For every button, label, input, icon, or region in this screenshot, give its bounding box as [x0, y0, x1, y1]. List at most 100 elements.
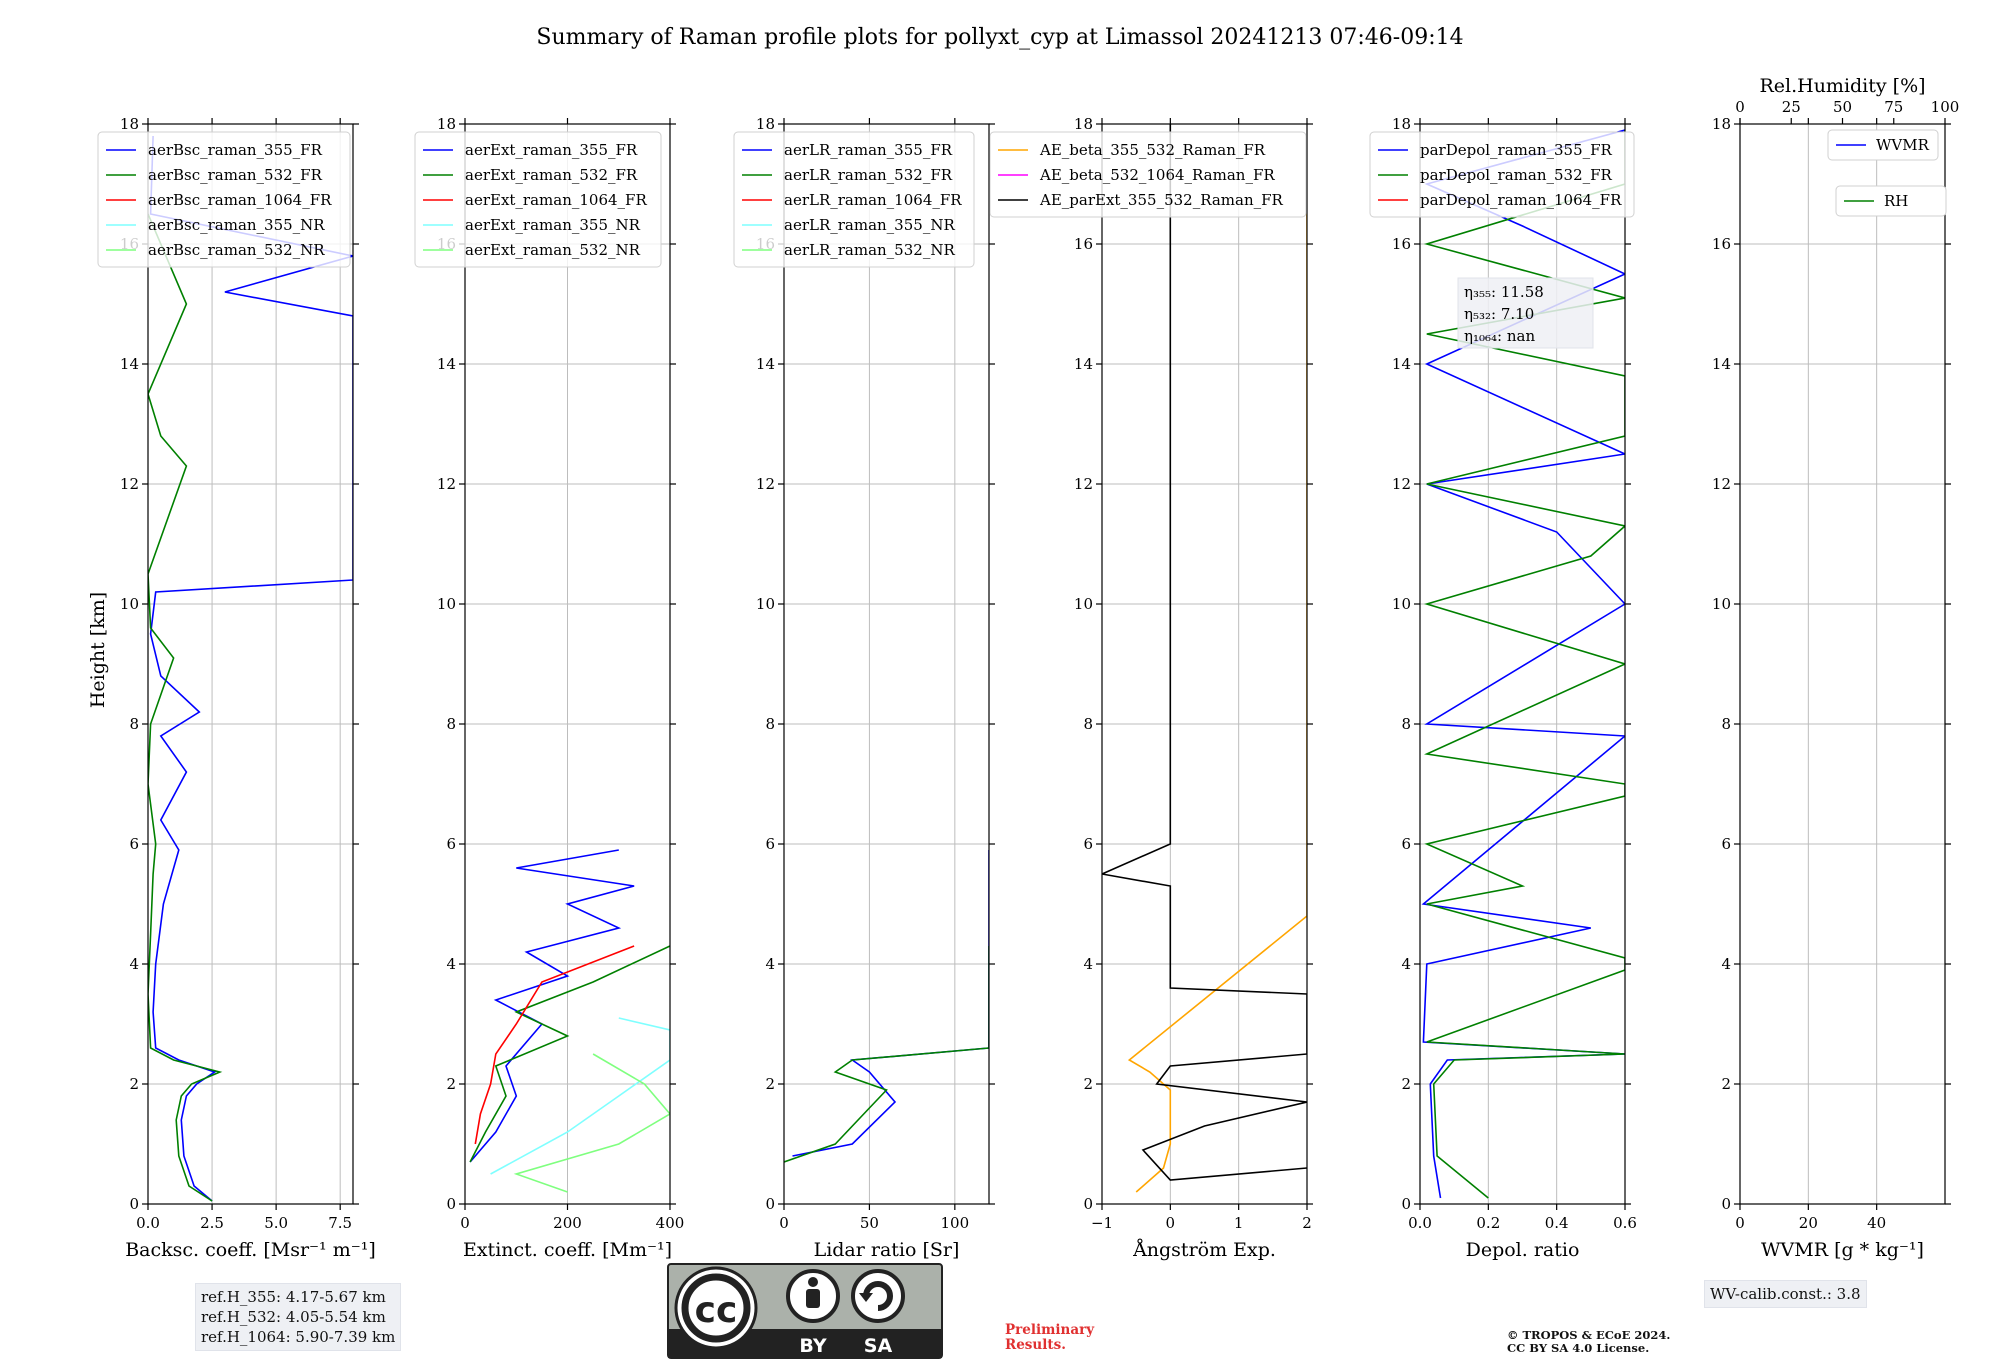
y-tick-label: 0 [1401, 1195, 1411, 1213]
y-tick-label: 10 [437, 595, 456, 613]
plot-frame [1740, 124, 1945, 1204]
x-axis-label: Backsc. coeff. [Msr⁻¹ m⁻¹] [125, 1239, 376, 1261]
legend-label: aerBsc_raman_355_FR [148, 141, 323, 159]
copyright-note: © TROPOS & ECoE 2024. CC BY SA 4.0 Licen… [1507, 1329, 1670, 1355]
y-tick-label: 2 [129, 1075, 139, 1093]
panel-wv: 0 20 40 0 2 4 6 8 10 12 14 16 18 WVMR [g * kg⁻¹] 0 25 50… [1712, 75, 1959, 1261]
ref-height-355: ref.H_355: 4.17-5.67 km [201, 1287, 395, 1307]
series-group [470, 850, 670, 1192]
y-tick-label: 6 [1401, 835, 1411, 853]
series-line-aerLR_raman_355_FR [793, 850, 990, 1156]
x-tick-label: 7.5 [328, 1214, 352, 1232]
preliminary-line-2: Results. [1005, 1338, 1094, 1353]
y-tick-label: 10 [756, 595, 775, 613]
legend-label: aerBsc_raman_532_FR [148, 166, 323, 184]
y-tick-label: 4 [446, 955, 456, 973]
x-axis-label: Depol. ratio [1466, 1239, 1580, 1261]
x-tick-label: 400 [656, 1214, 685, 1232]
ref-height-1064: ref.H_1064: 5.90-7.39 km [201, 1327, 395, 1347]
series-line-aerExt_raman_1064_FR [475, 946, 634, 1144]
y-tick-label: 6 [1721, 835, 1731, 853]
legend-label: AE_parExt_355_532_Raman_FR [1039, 191, 1284, 209]
y-tick-label: 12 [1712, 475, 1731, 493]
y-tick-label: 14 [756, 355, 775, 373]
y-tick-label: 2 [1401, 1075, 1411, 1093]
y-tick-label: 6 [1083, 835, 1093, 853]
annotation-line: η₁₀₆₄: nan [1464, 327, 1535, 345]
legend: AE_beta_355_532_Raman_FRAE_beta_532_1064… [990, 132, 1306, 217]
plot-frame [1102, 124, 1307, 1204]
y-tick-label: 12 [1392, 475, 1411, 493]
y-tick-label: 10 [1074, 595, 1093, 613]
x-axis-label: WVMR [g * kg⁻¹] [1761, 1239, 1924, 1261]
share-alike-icon [853, 1271, 903, 1321]
legend: parDepol_raman_355_FR parDepol_raman_532_… [1370, 132, 1634, 217]
y-tick-label: 12 [120, 475, 139, 493]
x-axis-label: Extinct. coeff. [Mm⁻¹] [463, 1239, 672, 1261]
legend-label: AE_beta_532_1064_Raman_FR [1039, 166, 1275, 184]
y-tick-label: 6 [129, 835, 139, 853]
y-axis-label: Height [km] [87, 592, 109, 708]
legend-label: aerExt_raman_532_NR [465, 241, 641, 259]
x-tick-label: 100 [941, 1214, 970, 1232]
y-tick-label: 12 [1074, 475, 1093, 493]
y-tick-label: 18 [1712, 115, 1731, 133]
y-tick-label: 10 [1392, 595, 1411, 613]
series-group [784, 850, 989, 1162]
legend-label: aerLR_raman_1064_FR [784, 191, 962, 209]
y-tick-label: 14 [1392, 355, 1411, 373]
x-tick-label: 0 [1166, 1214, 1176, 1232]
legend-label: aerBsc_raman_355_NR [148, 216, 325, 234]
y-tick-label: 18 [756, 115, 775, 133]
x-tick-label: 5.0 [264, 1214, 288, 1232]
wv-calibration-constant: WV-calib.const.: 3.8 [1710, 1284, 1861, 1304]
y-tick-label: 0 [129, 1195, 139, 1213]
y-tick-label: 6 [765, 835, 775, 853]
legend: WVMR RH [1828, 130, 1946, 216]
x-tick-label: 0.0 [1408, 1214, 1432, 1232]
series-line-AE_beta_355_532_Raman_FR [1129, 136, 1307, 1192]
y-tick-label: 0 [1083, 1195, 1093, 1213]
y-tick-label: 18 [1392, 115, 1411, 133]
y-tick-label: 0 [446, 1195, 456, 1213]
figure: Summary of Raman profile plots for polly… [0, 0, 2000, 1360]
y-tick-label: 4 [129, 955, 139, 973]
legend-label: parDepol_raman_532_FR [1420, 166, 1613, 184]
figure-title: Summary of Raman profile plots for polly… [536, 25, 1463, 50]
depol-annotation: η₃₅₅: 11.58 η₅₃₂: 7.10 η₁₀₆₄: nan [1458, 278, 1593, 348]
top-x-tick-label: 0 [1735, 98, 1745, 116]
legend-label: aerBsc_raman_1064_FR [148, 191, 332, 209]
x-tick-label: 2.5 [200, 1214, 224, 1232]
x-tick-label: 50 [860, 1214, 879, 1232]
legend: aerBsc_raman_355_FR aerBsc_raman_532_FRae… [98, 132, 350, 267]
x-tick-label: 0 [1735, 1214, 1745, 1232]
y-tick-label: 2 [1083, 1075, 1093, 1093]
legend-label: aerLR_raman_355_FR [784, 141, 953, 159]
cc-by-label: BY [799, 1335, 826, 1357]
x-tick-label: 2 [1302, 1214, 1312, 1232]
series-group [148, 136, 353, 1201]
x-axis-label: Ångström Exp. [1132, 1239, 1276, 1261]
y-tick-label: 4 [1083, 955, 1093, 973]
y-tick-label: 12 [756, 475, 775, 493]
preliminary-results-note: Preliminary Results. [1005, 1323, 1094, 1353]
y-tick-label: 16 [1392, 235, 1411, 253]
annotation-line: η₅₃₂: 7.10 [1464, 305, 1534, 323]
legend-label: aerLR_raman_355_NR [784, 216, 955, 234]
y-tick-label: 2 [1721, 1075, 1731, 1093]
legend-label: aerExt_raman_355_FR [465, 141, 638, 159]
legend: aerLR_raman_355_FR aerLR_raman_532_FR aerL… [734, 132, 974, 267]
x-tick-label: 40 [1867, 1214, 1886, 1232]
x-tick-label: 0 [779, 1214, 789, 1232]
series-line-aerLR_raman_532_FR [784, 946, 989, 1162]
y-tick-label: 8 [446, 715, 456, 733]
legend-label: aerLR_raman_532_NR [784, 241, 955, 259]
y-tick-label: 18 [120, 115, 139, 133]
wv-calibration-box: WV-calib.const.: 3.8 [1704, 1280, 1867, 1308]
y-tick-label: 4 [765, 955, 775, 973]
y-tick-label: 2 [446, 1075, 456, 1093]
ref-height-532: ref.H_532: 4.05-5.54 km [201, 1307, 395, 1327]
panel-ext: 0200400024681012141618Extinct. coeff. [M… [415, 115, 684, 1261]
series-line-aerBsc_raman_355_FR [151, 136, 353, 1201]
